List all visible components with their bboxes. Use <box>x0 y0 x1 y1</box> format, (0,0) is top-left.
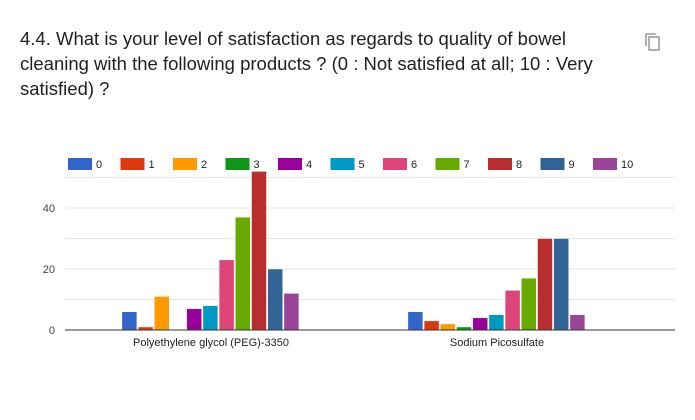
bar-7-0 <box>235 216 251 331</box>
y-tick-label: 40 <box>43 203 55 215</box>
bar-7-1 <box>521 277 537 331</box>
legend-swatch-6 <box>383 158 407 170</box>
legend-label-1: 1 <box>149 159 155 171</box>
legend-swatch-2 <box>173 158 197 170</box>
legend-label-5: 5 <box>359 159 365 171</box>
legend-swatch-9 <box>540 158 565 170</box>
bar-5-1 <box>488 314 505 331</box>
bar-8-1 <box>537 238 553 331</box>
bar-6-0 <box>218 259 235 331</box>
bar-1-1 <box>423 320 440 331</box>
legend-swatch-3 <box>225 158 250 170</box>
x-tick-label: Polyethylene glycol (PEG)-3350 <box>133 337 289 349</box>
bar-2-1 <box>440 323 456 331</box>
bar-0-0 <box>121 311 138 331</box>
legend-swatch-7 <box>435 158 460 170</box>
legend-label-4: 4 <box>306 159 312 171</box>
bar-5-0 <box>202 305 219 331</box>
bar-6-1 <box>504 290 521 331</box>
bar-9-0 <box>267 268 283 331</box>
legend-label-9: 9 <box>569 159 575 171</box>
legend-label-2: 2 <box>201 159 207 171</box>
legend-swatch-10 <box>593 158 617 170</box>
legend-label-3: 3 <box>254 159 260 171</box>
bar-0-1 <box>407 311 424 331</box>
legend-swatch-1 <box>120 158 145 170</box>
x-tick-label: Sodium Picosulfate <box>450 337 544 349</box>
bar-8-0 <box>251 171 267 331</box>
legend-label-10: 10 <box>621 159 633 171</box>
copy-icon[interactable] <box>644 32 662 52</box>
legend-swatch-0 <box>68 158 92 170</box>
bar-4-1 <box>472 317 488 331</box>
bar-2-0 <box>154 296 170 331</box>
y-tick-label: 0 <box>49 325 55 337</box>
legend-swatch-8 <box>488 158 512 170</box>
legend-label-7: 7 <box>464 159 470 171</box>
y-tick-label: 20 <box>43 264 55 276</box>
legend-label-0: 0 <box>96 159 102 171</box>
bar-4-0 <box>186 308 202 331</box>
legend-swatch-4 <box>278 158 302 170</box>
legend-label-8: 8 <box>516 159 522 171</box>
bar-10-1 <box>569 314 586 331</box>
legend-swatch-5 <box>330 158 355 170</box>
question-title: 4.4. What is your level of satisfaction … <box>20 28 593 99</box>
legend-label-6: 6 <box>411 159 417 171</box>
bar-10-0 <box>283 293 300 331</box>
bar-9-1 <box>553 238 569 331</box>
